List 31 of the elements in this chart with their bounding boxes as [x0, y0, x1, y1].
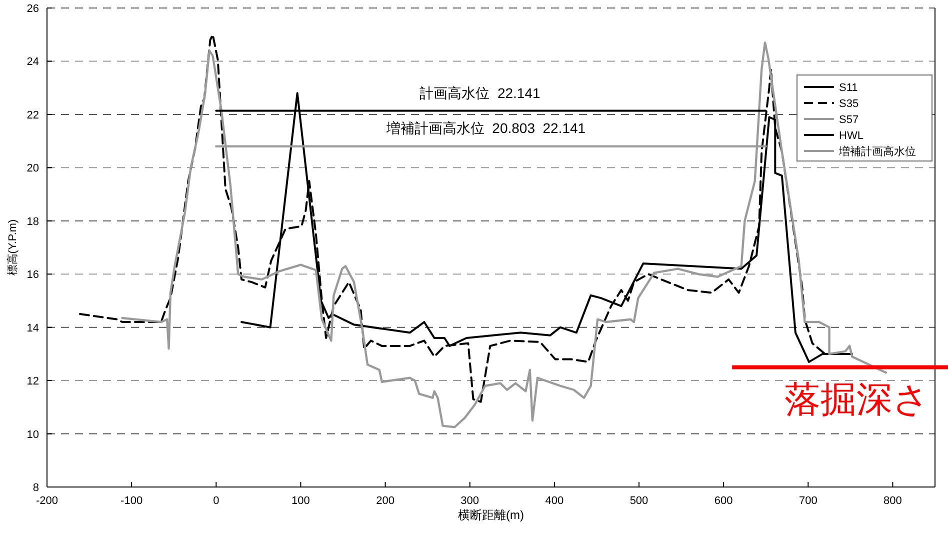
x-tick-label: 100 [292, 495, 310, 507]
y-tick-label: 12 [26, 376, 39, 388]
legend-label: S11 [839, 82, 858, 94]
legend-label: S35 [839, 98, 859, 110]
x-tick-label: 800 [884, 495, 902, 507]
x-tick-label: 200 [376, 495, 394, 507]
annotation: 増補計画高水位 20.803 22.141 [385, 120, 586, 136]
x-tick-label: -100 [120, 495, 143, 507]
x-tick-label: 0 [213, 495, 220, 507]
x-axis-title: 横断距離(m) [458, 508, 524, 522]
y-tick-label: 14 [26, 322, 39, 334]
y-tick-label: 24 [26, 56, 39, 68]
legend-label: S57 [839, 114, 859, 126]
annotation: 計画高水位 22.141 [420, 85, 541, 101]
y-tick-label: 10 [26, 428, 39, 441]
ref-line-label: 落掘深さ [784, 378, 930, 420]
x-tick-label: 400 [545, 495, 564, 507]
x-tick-label: 600 [714, 495, 733, 507]
legend-label: HWL [839, 130, 864, 142]
y-tick-label: 16 [26, 269, 39, 282]
y-tick-label: 22 [26, 109, 39, 122]
x-tick-label: 700 [798, 495, 818, 507]
legend-label: 増補計画高水位 [838, 145, 916, 158]
y-tick-label: 18 [26, 216, 39, 228]
y-tick-label: 20 [26, 162, 39, 175]
y-axis-title: 標高(Y.P.m) [6, 219, 19, 276]
x-tick-label: 300 [460, 495, 480, 507]
x-tick-label: 500 [630, 495, 648, 507]
y-tick-label: 26 [26, 3, 39, 15]
y-tick-label: 8 [32, 482, 39, 494]
x-tick-label: -200 [36, 495, 58, 507]
